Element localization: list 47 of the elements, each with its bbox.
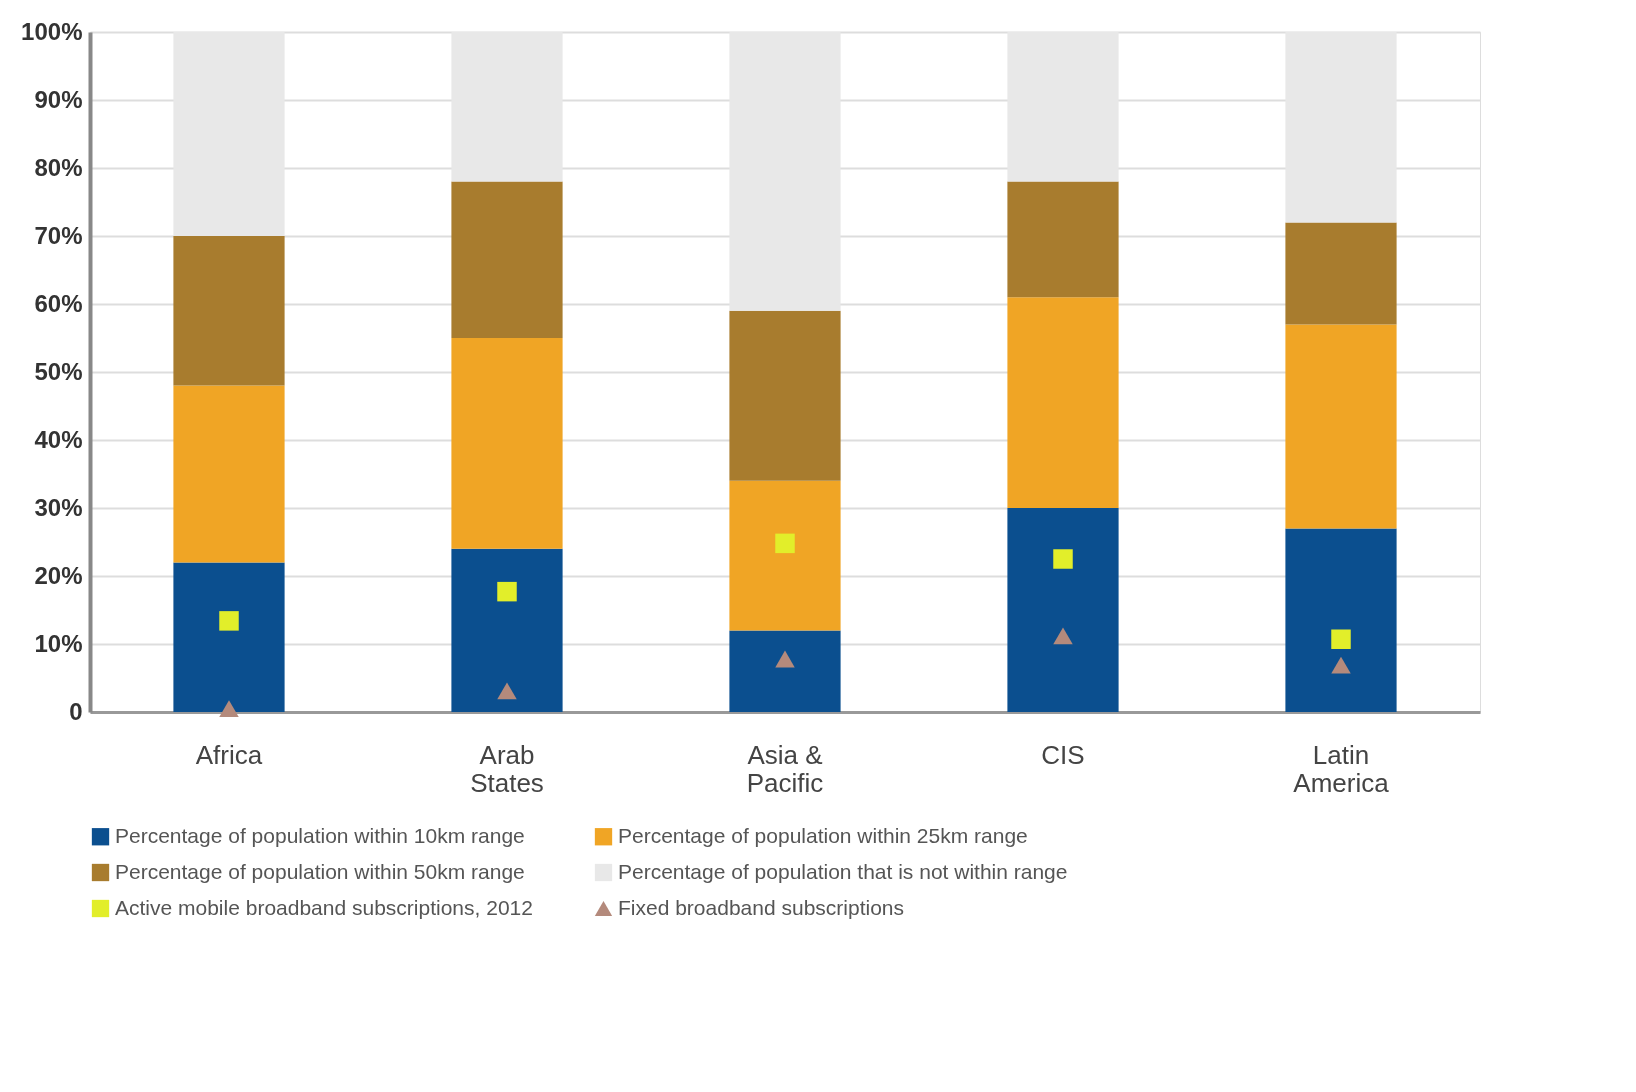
y-tick-label: 70%	[34, 221, 83, 249]
bar	[173, 562, 285, 712]
y-tick-label: 30%	[34, 493, 83, 521]
bar	[173, 385, 285, 563]
point	[775, 650, 795, 668]
bar	[1007, 181, 1119, 298]
point	[219, 611, 239, 631]
legend-label: Active mobile broadband subscriptions, 2012	[115, 895, 533, 919]
point	[497, 682, 517, 700]
legend-label: Percentage of population that is not within range	[618, 859, 1068, 883]
bar	[1285, 324, 1397, 529]
point	[497, 581, 517, 602]
x-tick-label: Africa	[195, 739, 263, 770]
bar	[451, 181, 563, 338]
bar	[173, 236, 285, 386]
bar	[729, 310, 841, 481]
y-tick-label: 40%	[34, 425, 83, 453]
legend-label: Percentage of population within 25km range	[618, 823, 1028, 847]
y-tick-label: 100%	[21, 17, 83, 45]
point	[775, 533, 795, 554]
y-tick-label: 80%	[34, 153, 83, 181]
y-tick-label: 50%	[34, 357, 83, 385]
y-tick-label: 90%	[34, 85, 83, 113]
point	[1331, 656, 1351, 674]
legend-label: Fixed broadband subscriptions	[618, 895, 905, 919]
bar	[1285, 528, 1397, 712]
legend-label: Percentage of population within 50km range	[115, 859, 525, 883]
bar	[1007, 508, 1119, 712]
bar	[1007, 297, 1119, 508]
bar	[451, 548, 563, 712]
y-tick-label: 0	[69, 697, 83, 725]
legend-label: Percentage of population within 10km range	[115, 823, 525, 847]
x-tick-label: Asia & Pacific	[746, 739, 824, 798]
x-tick-label: Latin America	[1293, 739, 1390, 798]
point	[1053, 627, 1073, 645]
point	[1053, 549, 1073, 569]
point	[1331, 629, 1351, 649]
bar	[729, 630, 841, 712]
y-tick-label: 60%	[34, 289, 83, 317]
bar	[1285, 222, 1397, 325]
x-tick-label: CIS	[1041, 739, 1085, 770]
point	[219, 700, 239, 718]
bar	[451, 338, 563, 549]
y-tick-label: 10%	[34, 629, 83, 657]
x-tick-label: Arab States	[470, 739, 544, 798]
y-tick-label: 20%	[34, 561, 83, 589]
bar	[729, 480, 841, 631]
